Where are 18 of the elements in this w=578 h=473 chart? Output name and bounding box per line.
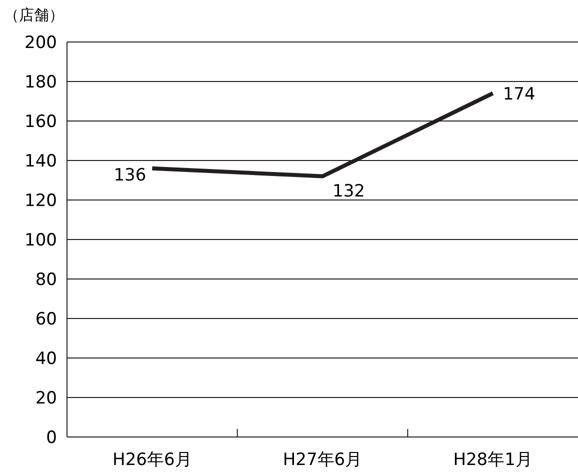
x-tick-label: H27年6月 [282,450,362,470]
data-label: 132 [332,181,365,202]
y-tick-label: 160 [24,112,57,132]
y-tick-label: 200 [24,33,57,53]
y-tick-label: 20 [35,388,57,408]
x-tick-label: H26年6月 [112,450,192,470]
data-label: 174 [502,84,536,104]
y-tick-label: 140 [24,152,57,172]
y-tick-label: 100 [24,230,57,250]
y-tick-label: 180 [24,72,57,92]
y-tick-label: 80 [35,270,57,290]
y-tick-label: 0 [46,428,57,448]
data-label: 136 [114,165,146,186]
y-tick-label: 40 [35,349,57,369]
y-axis-title: （店舗） [4,6,64,24]
y-tick-label: 60 [35,310,57,330]
y-tick-label: 120 [24,191,57,211]
x-tick-label: H28年1月 [453,450,532,470]
